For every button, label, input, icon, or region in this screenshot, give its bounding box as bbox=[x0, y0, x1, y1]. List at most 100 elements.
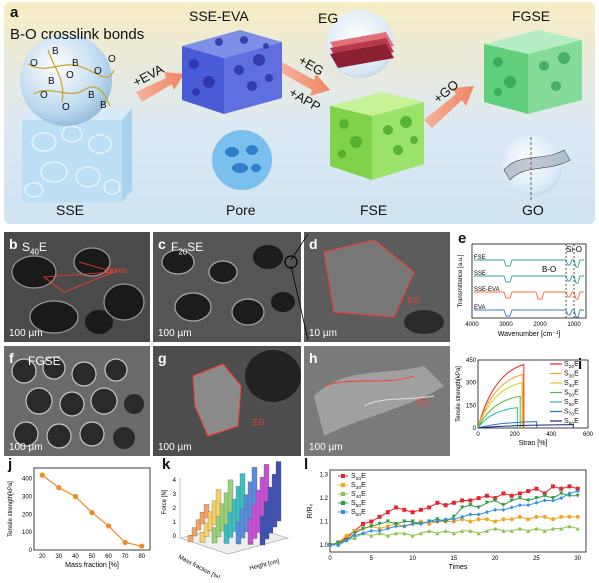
panel-j: j 20 30 40 50 60 70 80 0 100 200 300 400 Mass fracti… bbox=[4, 456, 156, 578]
cycling-point-1-30 bbox=[575, 514, 580, 519]
cycling-point-3-21 bbox=[501, 503, 506, 508]
cycling-point-4-5 bbox=[369, 528, 374, 533]
tensile-ytick-1: 150 bbox=[466, 403, 477, 409]
caption-sse-eva: SSE-EVA bbox=[189, 8, 249, 24]
cycling-point-0-2 bbox=[344, 535, 349, 540]
sem-panel-c: c F20SE 100 µm bbox=[153, 232, 301, 342]
k-ylabel: Mass fraction [%] bbox=[177, 554, 221, 578]
cycling-point-4-20 bbox=[493, 507, 498, 512]
cycling-point-1-2 bbox=[344, 533, 349, 538]
cycling-point-3-24 bbox=[526, 498, 531, 503]
ftir-chart: FSE SSE SSE-EVA EVA B-O Si-O 4000 3000 2000 1000 W… bbox=[458, 243, 587, 338]
cycling-legend-label-3: S50E bbox=[351, 500, 366, 509]
cycling-point-3-18 bbox=[476, 505, 481, 510]
sem-b-annotation: Pores bbox=[106, 266, 127, 275]
cycling-point-2-17 bbox=[468, 528, 473, 533]
panel-i: i 0 200 400 600 0 150 300 450 Stran [%] Tensile s… bbox=[454, 346, 597, 464]
cycling-point-2-27 bbox=[550, 526, 555, 531]
tensile-xtick-2: 400 bbox=[546, 432, 557, 438]
cycling-point-1-16 bbox=[460, 517, 465, 522]
cycling-point-4-9 bbox=[402, 524, 407, 529]
cycling-xlabel: Times bbox=[449, 564, 468, 571]
mass-plot-frame bbox=[33, 467, 151, 551]
mass-xtick-4: 60 bbox=[105, 554, 112, 560]
fse-cube bbox=[330, 92, 424, 180]
ftir-series-label-1: SSE bbox=[474, 271, 486, 277]
cycling-point-3-20 bbox=[493, 498, 498, 503]
tensile-plot-frame bbox=[477, 359, 589, 429]
panel-i-label: i bbox=[578, 356, 583, 373]
panel-l: l 0 5 10 15 20 25 30 1.0 1.1 1.2 1.3 Times R/R₀ S20E S… bbox=[300, 456, 597, 578]
cycling-point-0-19 bbox=[484, 493, 489, 498]
cycling-point-0-30 bbox=[575, 486, 580, 491]
sem-b-scale: 100 µm bbox=[9, 328, 43, 339]
tensile-legend-label-2: S40E bbox=[564, 380, 579, 389]
cycling-point-3-6 bbox=[377, 521, 382, 526]
sem-g-scale: 100 µm bbox=[158, 442, 192, 453]
cycling-point-2-9 bbox=[402, 531, 407, 536]
cycling-point-2-29 bbox=[567, 524, 572, 529]
cycling-xtick-6: 30 bbox=[574, 556, 581, 562]
cycling-point-0-12 bbox=[427, 505, 432, 510]
cycling-point-0-11 bbox=[418, 507, 423, 512]
cycling-point-4-15 bbox=[451, 517, 456, 522]
atom-o-2: O bbox=[66, 70, 74, 81]
cycling-point-4-30 bbox=[575, 489, 580, 494]
sem-c-texture bbox=[153, 232, 301, 342]
cycling-point-4-24 bbox=[526, 503, 531, 508]
tensile-xtick-1: 200 bbox=[510, 432, 521, 438]
tensile-xtick-3: 600 bbox=[583, 432, 594, 438]
cycling-point-4-12 bbox=[427, 519, 432, 524]
cycling-point-3-23 bbox=[517, 496, 522, 501]
cycling-legend-marker-0 bbox=[341, 474, 345, 478]
cycling-point-4-0 bbox=[328, 542, 332, 547]
cycling-point-0-8 bbox=[394, 505, 399, 510]
mass-ytick-3: 300 bbox=[22, 495, 33, 501]
panel-j-label: j bbox=[8, 456, 13, 473]
bo-bond-sphere bbox=[20, 34, 112, 126]
cycling-point-4-25 bbox=[534, 500, 539, 505]
cycling-point-3-17 bbox=[468, 503, 473, 508]
cycling-point-1-17 bbox=[468, 519, 473, 524]
cycling-point-3-10 bbox=[410, 519, 415, 524]
cycling-ytick-1: 1.1 bbox=[320, 520, 329, 526]
cycling-point-3-13 bbox=[435, 517, 440, 522]
cycling-ytick-3: 1.3 bbox=[320, 473, 329, 479]
cycling-point-0-4 bbox=[361, 521, 366, 526]
cycling-point-3-25 bbox=[534, 496, 539, 501]
cycling-point-0-6 bbox=[377, 514, 382, 519]
sem-b-sample: S40E bbox=[22, 240, 47, 257]
cycling-point-4-7 bbox=[385, 526, 390, 531]
sem-panel-g: g EG 100 µm bbox=[153, 346, 301, 456]
cycling-point-2-25 bbox=[534, 526, 539, 531]
sem-f-texture bbox=[4, 346, 150, 456]
cycling-point-2-14 bbox=[443, 528, 448, 533]
sem-b-label: b bbox=[9, 236, 18, 252]
k-bar-0-0 bbox=[187, 535, 194, 543]
cycling-legend-label-0: S20E bbox=[351, 473, 366, 482]
k-bar-6-4 bbox=[275, 461, 282, 522]
cycling-point-3-8 bbox=[394, 521, 399, 526]
cycling-point-3-15 bbox=[451, 514, 456, 519]
cycling-point-4-4 bbox=[361, 531, 366, 536]
caption-fgse: FGSE bbox=[512, 8, 551, 24]
mass-point-1 bbox=[56, 485, 62, 491]
mass-ylabel: Tensile strength[kPa] bbox=[8, 481, 14, 537]
bo-chain-lines bbox=[27, 49, 115, 107]
fgse-cube bbox=[484, 30, 582, 114]
tensile-legend-label-4: S60E bbox=[564, 399, 579, 408]
cycling-point-0-20 bbox=[493, 496, 498, 501]
mass-xtick-2: 40 bbox=[72, 554, 79, 560]
ftir-xtick-1: 3000 bbox=[499, 322, 513, 328]
tensile-legend-label-3: S50E bbox=[564, 390, 579, 399]
atom-b-5: B bbox=[100, 100, 107, 111]
cycling-point-1-29 bbox=[567, 514, 572, 519]
cycling-point-1-27 bbox=[550, 517, 555, 522]
cycling-line-2 bbox=[330, 525, 578, 546]
mass-point-6 bbox=[139, 543, 145, 549]
mass-xtick-5: 70 bbox=[122, 554, 129, 560]
eg-layers bbox=[330, 32, 394, 68]
tensile-curve-2 bbox=[477, 382, 523, 429]
cycling-point-2-15 bbox=[451, 531, 456, 536]
cycling-point-4-22 bbox=[509, 505, 514, 510]
